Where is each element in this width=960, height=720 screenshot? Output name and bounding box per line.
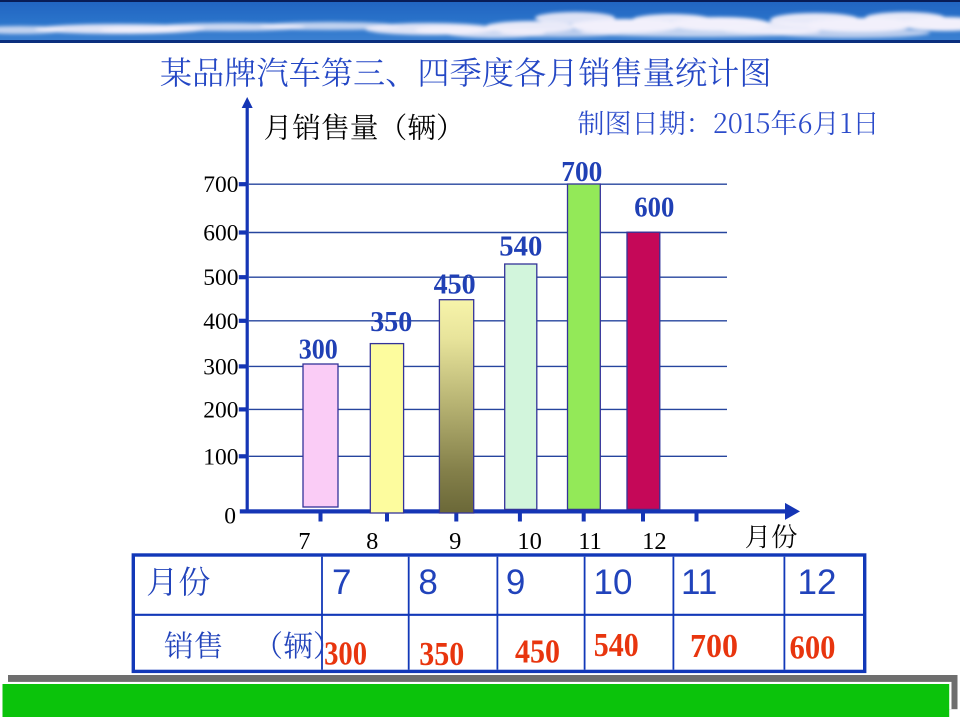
svg-text:100: 100 [203, 444, 238, 470]
svg-text:300: 300 [324, 636, 367, 673]
svg-text:12: 12 [798, 563, 837, 602]
svg-text:600: 600 [203, 221, 238, 247]
svg-text:7: 7 [298, 528, 310, 555]
svg-text:350: 350 [419, 636, 464, 673]
svg-text:600: 600 [790, 630, 836, 667]
svg-text:9: 9 [506, 563, 525, 602]
svg-text:300: 300 [299, 335, 338, 366]
svg-text:7: 7 [332, 563, 351, 602]
svg-text:11: 11 [681, 563, 717, 602]
svg-text:700: 700 [203, 172, 238, 198]
svg-text:700: 700 [690, 628, 738, 665]
svg-text:400: 400 [203, 309, 238, 335]
svg-text:200: 200 [203, 397, 238, 423]
svg-text:450: 450 [434, 270, 476, 301]
svg-text:12: 12 [642, 528, 667, 555]
svg-text:350: 350 [370, 307, 412, 338]
svg-text:0: 0 [224, 504, 236, 530]
svg-text:500: 500 [203, 265, 238, 291]
svg-text:9: 9 [449, 528, 461, 555]
svg-text:540: 540 [499, 232, 542, 263]
svg-text:10: 10 [517, 528, 542, 555]
svg-text:600: 600 [634, 193, 674, 224]
svg-text:540: 540 [594, 627, 639, 664]
svg-text:8: 8 [418, 563, 437, 602]
svg-text:300: 300 [203, 354, 238, 380]
svg-text:8: 8 [366, 528, 378, 555]
svg-text:11: 11 [578, 528, 602, 555]
svg-text:700: 700 [561, 157, 602, 188]
svg-text:450: 450 [515, 633, 560, 670]
svg-text:10: 10 [594, 563, 633, 602]
